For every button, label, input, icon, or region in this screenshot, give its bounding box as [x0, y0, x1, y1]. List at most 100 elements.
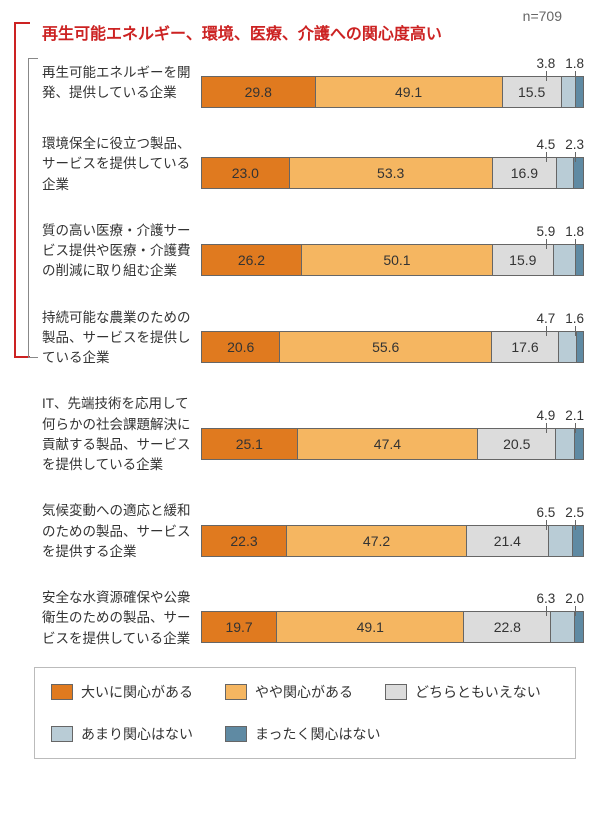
legend-item: 大いに関心がある — [51, 682, 193, 702]
legend-label: やや関心がある — [255, 682, 353, 702]
stacked-bar: 26.250.115.9 — [201, 244, 584, 276]
callout-labels: 5.9 1.8 — [536, 224, 584, 241]
bar-segment: 47.2 — [287, 526, 467, 556]
stacked-bar: 22.347.221.4 — [201, 525, 584, 557]
callout-value: 2.0 — [565, 591, 584, 608]
chart-row: 再生可能エネルギーを開発、提供している企業 3.8 1.8 29.849.115.5 — [26, 58, 584, 108]
callout-value: 4.7 — [536, 311, 555, 328]
bar-segment — [551, 612, 575, 642]
legend-item: まったく関心はない — [225, 724, 380, 744]
bar-segment: 15.9 — [493, 245, 554, 275]
bar-segment — [557, 158, 574, 188]
bar-segment: 50.1 — [302, 245, 493, 275]
bar-wrap: 5.9 1.8 26.250.115.9 — [201, 226, 584, 276]
bar-wrap: 6.3 2.0 19.749.122.8 — [201, 593, 584, 643]
bar-segment — [576, 77, 583, 107]
callout-labels: 4.5 2.3 — [536, 137, 584, 154]
bar-segment: 17.6 — [492, 332, 559, 362]
bar-segment: 22.3 — [202, 526, 287, 556]
chart-row: IT、先端技術を応用して何らかの社会課題解決に貢献する製品、サービスを提供してい… — [26, 394, 584, 475]
callout-labels: 4.9 2.1 — [536, 408, 584, 425]
bar-segment — [556, 429, 575, 459]
chart-row: 気候変動への適応と緩和のための製品、サービスを提供する企業 6.5 2.5 22.34… — [26, 501, 584, 562]
callout-value: 1.6 — [565, 311, 584, 328]
bar-wrap: 3.8 1.8 29.849.115.5 — [201, 58, 584, 108]
callout-labels: 6.3 2.0 — [536, 591, 584, 608]
legend-item: やや関心がある — [225, 682, 353, 702]
bar-wrap: 6.5 2.5 22.347.221.4 — [201, 507, 584, 557]
legend-swatch — [51, 726, 73, 742]
legend: 大いに関心がある やや関心がある どちらともいえないあまり関心はない まったく関心はな… — [34, 667, 576, 759]
bar-segment — [574, 158, 583, 188]
bar-wrap: 4.5 2.3 23.053.316.9 — [201, 139, 584, 189]
sample-size-label: n=709 — [523, 8, 562, 24]
bar-segment: 49.1 — [316, 77, 503, 107]
callout-value: 1.8 — [565, 56, 584, 73]
bar-segment: 53.3 — [290, 158, 493, 188]
bar-segment: 15.5 — [503, 77, 562, 107]
legend-swatch — [225, 726, 247, 742]
chart-row: 安全な水資源確保や公衆衛生のための製品、サービスを提供している企業 6.3 2.0 1… — [26, 588, 584, 649]
callout-labels: 3.8 1.8 — [536, 56, 584, 73]
bar-segment — [575, 429, 583, 459]
bar-segment: 23.0 — [202, 158, 290, 188]
chart-row: 質の高い医療・介護サービス提供や医療・介護費の削減に取り組む企業 5.9 1.8 26… — [26, 221, 584, 282]
bar-segment — [554, 245, 577, 275]
callout-value: 3.8 — [536, 56, 555, 73]
bar-segment: 25.1 — [202, 429, 298, 459]
bar-segment: 26.2 — [202, 245, 302, 275]
row-label: 持続可能な農業のための製品、サービスを提供している企業 — [26, 308, 201, 369]
bar-wrap: 4.9 2.1 25.147.420.5 — [201, 410, 584, 460]
callout-value: 6.5 — [536, 505, 555, 522]
bar-segment: 29.8 — [202, 77, 316, 107]
bar-segment: 49.1 — [277, 612, 464, 642]
callout-value: 1.8 — [565, 224, 584, 241]
callout-value: 4.9 — [536, 408, 555, 425]
legend-swatch — [225, 684, 247, 700]
bar-segment — [549, 526, 574, 556]
legend-item: あまり関心はない — [51, 724, 193, 744]
chart-row: 持続可能な農業のための製品、サービスを提供している企業 4.7 1.6 20.655.… — [26, 308, 584, 369]
chart-headline: 再生可能エネルギー、環境、医療、介護への関心度高い — [42, 20, 584, 44]
stacked-bar: 23.053.316.9 — [201, 157, 584, 189]
callout-value: 4.5 — [536, 137, 555, 154]
callout-labels: 6.5 2.5 — [536, 505, 584, 522]
callout-value: 6.3 — [536, 591, 555, 608]
stacked-bar: 19.749.122.8 — [201, 611, 584, 643]
callout-labels: 4.7 1.6 — [536, 311, 584, 328]
legend-label: 大いに関心がある — [81, 682, 193, 702]
row-label: 質の高い医療・介護サービス提供や医療・介護費の削減に取り組む企業 — [26, 221, 201, 282]
chart-row: 環境保全に役立つ製品、サービスを提供している企業 4.5 2.3 23.053.316… — [26, 134, 584, 195]
callout-value: 5.9 — [536, 224, 555, 241]
row-label: 気候変動への適応と緩和のための製品、サービスを提供する企業 — [26, 501, 201, 562]
bar-segment — [562, 77, 576, 107]
row-label: IT、先端技術を応用して何らかの社会課題解決に貢献する製品、サービスを提供してい… — [26, 394, 201, 475]
legend-label: どちらともいえない — [415, 682, 541, 702]
chart-rows: 再生可能エネルギーを開発、提供している企業3.81.829.849.115.5環… — [26, 58, 584, 649]
legend-swatch — [385, 684, 407, 700]
bar-segment: 21.4 — [467, 526, 549, 556]
legend-label: まったく関心はない — [255, 724, 380, 744]
bar-segment: 20.5 — [478, 429, 556, 459]
bar-segment: 22.8 — [464, 612, 551, 642]
legend-label: あまり関心はない — [81, 724, 193, 744]
stacked-bar: 20.655.617.6 — [201, 331, 584, 363]
bar-segment — [576, 245, 583, 275]
row-label: 再生可能エネルギーを開発、提供している企業 — [26, 63, 201, 104]
bar-segment: 47.4 — [298, 429, 479, 459]
bar-segment: 19.7 — [202, 612, 277, 642]
row-label: 安全な水資源確保や公衆衛生のための製品、サービスを提供している企業 — [26, 588, 201, 649]
callout-value: 2.5 — [565, 505, 584, 522]
chart-body: 再生可能エネルギーを開発、提供している企業3.81.829.849.115.5環… — [16, 58, 584, 649]
bar-segment — [573, 526, 583, 556]
bar-wrap: 4.7 1.6 20.655.617.6 — [201, 313, 584, 363]
callout-value: 2.1 — [565, 408, 584, 425]
bar-segment — [575, 612, 583, 642]
bar-segment — [559, 332, 577, 362]
row-label: 環境保全に役立つ製品、サービスを提供している企業 — [26, 134, 201, 195]
callout-value: 2.3 — [565, 137, 584, 154]
stacked-bar: 29.849.115.5 — [201, 76, 584, 108]
bar-segment — [577, 332, 583, 362]
stacked-bar: 25.147.420.5 — [201, 428, 584, 460]
legend-item: どちらともいえない — [385, 682, 541, 702]
